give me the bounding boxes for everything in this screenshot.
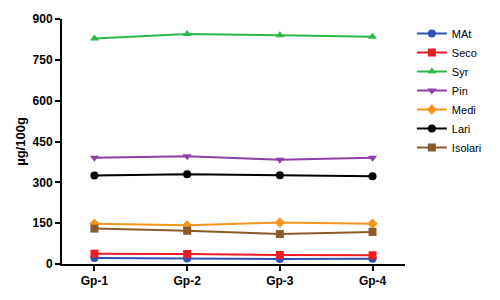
svg-text:300: 300 xyxy=(33,176,53,190)
svg-text:MAt: MAt xyxy=(452,28,472,40)
svg-text:450: 450 xyxy=(33,135,53,149)
svg-text:Gp-2: Gp-2 xyxy=(173,274,201,288)
svg-text:Syr: Syr xyxy=(452,66,469,78)
svg-text:Gp-4: Gp-4 xyxy=(359,274,387,288)
svg-text:Isolari: Isolari xyxy=(452,142,481,154)
svg-text:Lari: Lari xyxy=(452,123,470,135)
svg-text:150: 150 xyxy=(33,216,53,230)
svg-text:Pin: Pin xyxy=(452,85,468,97)
svg-text:0: 0 xyxy=(46,257,53,271)
svg-text:Seco: Seco xyxy=(452,47,477,59)
svg-text:750: 750 xyxy=(33,53,53,67)
svg-text:900: 900 xyxy=(33,12,53,26)
svg-text:µg/100g: µg/100g xyxy=(13,117,28,166)
svg-text:Gp-1: Gp-1 xyxy=(81,274,109,288)
svg-text:Medi: Medi xyxy=(452,104,476,116)
svg-text:Gp-3: Gp-3 xyxy=(266,274,294,288)
svg-text:600: 600 xyxy=(33,94,53,108)
